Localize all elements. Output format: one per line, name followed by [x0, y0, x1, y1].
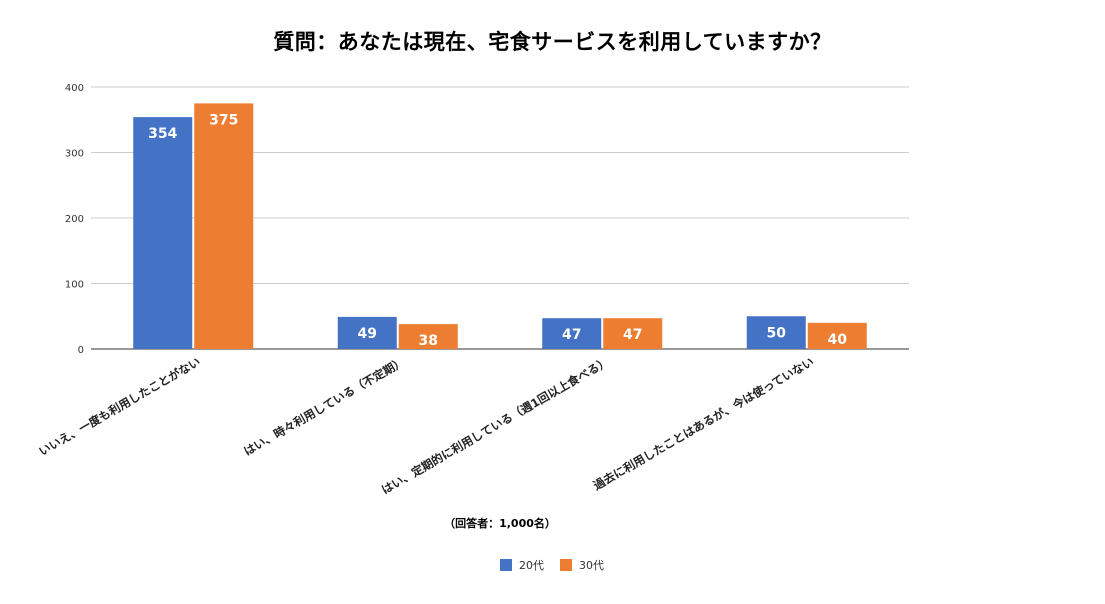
y-axis-ticks: 0 100 200 300 400 [65, 83, 84, 356]
data-label: 40 [828, 332, 848, 348]
bar [194, 103, 254, 349]
data-labels: 354 375 49 38 47 47 50 40 [148, 112, 847, 349]
x-tick-label: 過去に利用したことはあるが、今は使っていない [590, 354, 816, 493]
bar [133, 117, 193, 349]
legend-item-series-0: 20代 [500, 557, 544, 573]
legend: 20代 30代 [500, 557, 620, 573]
bars [133, 103, 867, 349]
data-label: 50 [767, 325, 787, 341]
bar [398, 324, 458, 349]
legend-swatch [500, 559, 512, 571]
x-tick-label: いいえ、一度も利用したことがない [36, 354, 202, 458]
bar [746, 316, 806, 349]
data-label: 354 [148, 126, 177, 142]
legend-label: 20代 [519, 559, 544, 572]
data-label: 47 [562, 327, 581, 343]
bar [807, 322, 867, 349]
chart-title: 質問：あなたは現在、宅食サービスを利用していますか？ [273, 30, 832, 54]
x-tick-label: はい、時々利用している（不定期） [241, 354, 407, 458]
y-tick-label: 100 [65, 280, 84, 291]
data-label: 49 [358, 326, 377, 342]
x-tick-label: はい、定期的に利用している（週1回以上食べる） [379, 354, 612, 496]
legend-label: 30代 [579, 559, 604, 572]
x-axis-ticks: いいえ、一度も利用したことがない はい、時々利用している（不定期）はい、定期的に利… [36, 354, 816, 496]
y-tick-label: 300 [65, 149, 84, 160]
y-tick-label: 400 [65, 83, 84, 94]
data-label: 375 [209, 112, 238, 128]
data-label: 47 [623, 327, 642, 343]
data-label: 38 [419, 333, 438, 349]
y-tick-label: 200 [65, 214, 84, 225]
legend-item-series-1: 30代 [560, 557, 604, 573]
bar [603, 318, 663, 349]
legend-swatch [560, 559, 572, 571]
bar [337, 316, 397, 349]
respondents-note: （回答者：1,000名） [444, 517, 556, 530]
y-tick-label: 0 [78, 345, 84, 356]
bar [542, 318, 602, 349]
